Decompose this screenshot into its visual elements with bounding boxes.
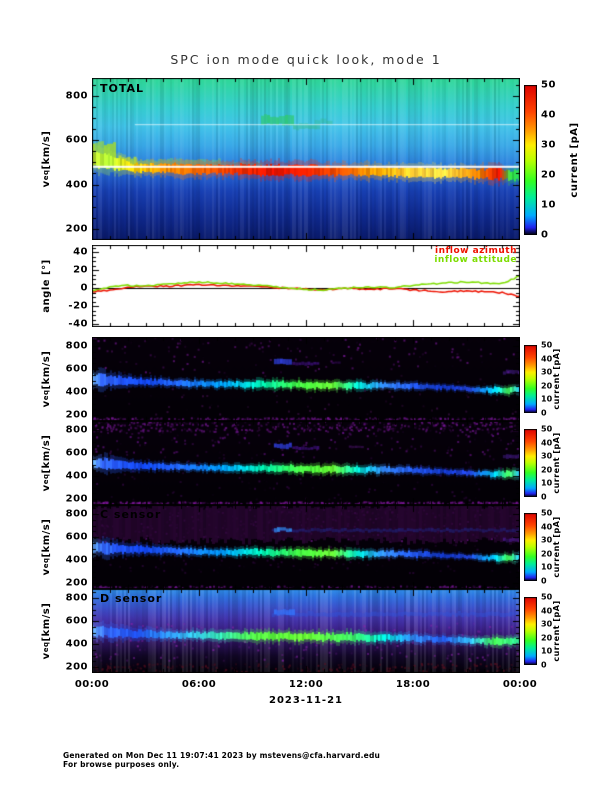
colorbar-tick-label: 10 — [541, 478, 553, 488]
y-tick-label: 20 — [73, 264, 88, 276]
x-tick-label: 18:00 — [395, 679, 431, 690]
b-sensor-spectrogram — [92, 421, 520, 505]
colorbar-tick-label: 50 — [541, 340, 553, 350]
footer-browse-line: For browse purposes only. — [63, 760, 180, 769]
colorbar-tick-label: 0 — [541, 576, 547, 586]
d-sensor-spectrogram — [92, 589, 520, 673]
colorbar-tick-label: 20 — [541, 633, 553, 643]
y-tick-label: 800 — [65, 592, 88, 604]
colorbar-tick-label: 0 — [541, 229, 549, 241]
colorbar-tick-label: 10 — [541, 562, 553, 572]
colorbar-tick-label: 40 — [541, 522, 553, 532]
page-title: SPC ion mode quick look, mode 1 — [170, 52, 442, 67]
colorbar-tick-label: 30 — [541, 535, 553, 545]
legend-inflow-attitude: inflow attitude — [434, 255, 517, 265]
y-tick-label: 400 — [65, 386, 88, 398]
y-tick-label: 400 — [65, 179, 88, 191]
legend-inflow-azimuth: inflow azimuth — [434, 246, 517, 256]
y-tick-label: 40 — [73, 246, 88, 258]
colorbar-tick-label: 50 — [541, 508, 553, 518]
x-tick-label: 06:00 — [181, 679, 217, 690]
y-tick-label: 400 — [65, 470, 88, 482]
colorbar-tick-label: 50 — [541, 592, 553, 602]
colorbar-tick-label: 0 — [541, 660, 547, 670]
colorbar-tick-label: 20 — [541, 549, 553, 559]
d-sensor-panel-label: D sensor — [100, 592, 163, 605]
inflow-angle-plot — [92, 245, 520, 327]
y-tick-label: 600 — [65, 615, 88, 627]
x-tick-label: 12:00 — [288, 679, 324, 690]
y-tick-label: -20 — [68, 300, 88, 312]
colorbar-tick-label: 10 — [541, 394, 553, 404]
colorbar-tick-label: 30 — [541, 367, 553, 377]
colorbar-tick-label: 30 — [541, 619, 553, 629]
colorbar-a-sensor — [524, 345, 537, 413]
colorbar-tick-label: 40 — [541, 438, 553, 448]
colorbar-tick-label: 10 — [541, 199, 556, 211]
y-tick-label: 800 — [65, 340, 88, 352]
c-sensor-spectrogram — [92, 505, 520, 589]
colorbar-tick-label: 40 — [541, 606, 553, 616]
y-tick-label: 800 — [65, 424, 88, 436]
colorbar-total — [524, 85, 537, 235]
colorbar-tick-label: 10 — [541, 646, 553, 656]
y-tick-label: 200 — [65, 577, 88, 589]
x-axis-date-label: 2023-11-21 — [269, 695, 343, 706]
y-tick-label: 200 — [65, 661, 88, 673]
y-tick-label: 600 — [65, 447, 88, 459]
y-tick-label: 400 — [65, 554, 88, 566]
colorbar-tick-label: 20 — [541, 465, 553, 475]
a-sensor-spectrogram — [92, 337, 520, 421]
y-tick-label: 600 — [65, 134, 88, 146]
y-tick-label: 600 — [65, 531, 88, 543]
y-tick-label: 200 — [65, 409, 88, 421]
y-tick-label: 400 — [65, 638, 88, 650]
total-spectrogram — [92, 78, 520, 240]
colorbar-tick-label: 20 — [541, 169, 556, 181]
colorbar-label-total: current [pA] — [568, 122, 580, 198]
x-tick-label: 00:00 — [502, 679, 538, 690]
colorbar-tick-label: 40 — [541, 354, 553, 364]
colorbar-tick-label: 0 — [541, 408, 547, 418]
y-tick-label: -40 — [68, 318, 88, 330]
colorbar-tick-label: 50 — [541, 79, 556, 91]
colorbar-d-sensor — [524, 597, 537, 665]
y-tick-label: 800 — [65, 508, 88, 520]
colorbar-tick-label: 30 — [541, 451, 553, 461]
colorbar-c-sensor — [524, 513, 537, 581]
colorbar-tick-label: 40 — [541, 109, 556, 121]
x-tick-label: 00:00 — [74, 679, 110, 690]
colorbar-b-sensor — [524, 429, 537, 497]
colorbar-tick-label: 30 — [541, 139, 556, 151]
c-sensor-panel-label: C sensor — [100, 508, 162, 521]
colorbar-tick-label: 20 — [541, 381, 553, 391]
y-tick-label: 0 — [80, 282, 88, 294]
y-tick-label: 800 — [65, 90, 88, 102]
colorbar-tick-label: 50 — [541, 424, 553, 434]
total-panel-label: TOTAL — [100, 82, 145, 95]
footer-generated-line: Generated on Mon Dec 11 19:07:41 2023 by… — [63, 751, 381, 760]
y-tick-label: 200 — [65, 223, 88, 235]
y-tick-label: 200 — [65, 493, 88, 505]
y-tick-label: 600 — [65, 363, 88, 375]
colorbar-tick-label: 0 — [541, 492, 547, 502]
